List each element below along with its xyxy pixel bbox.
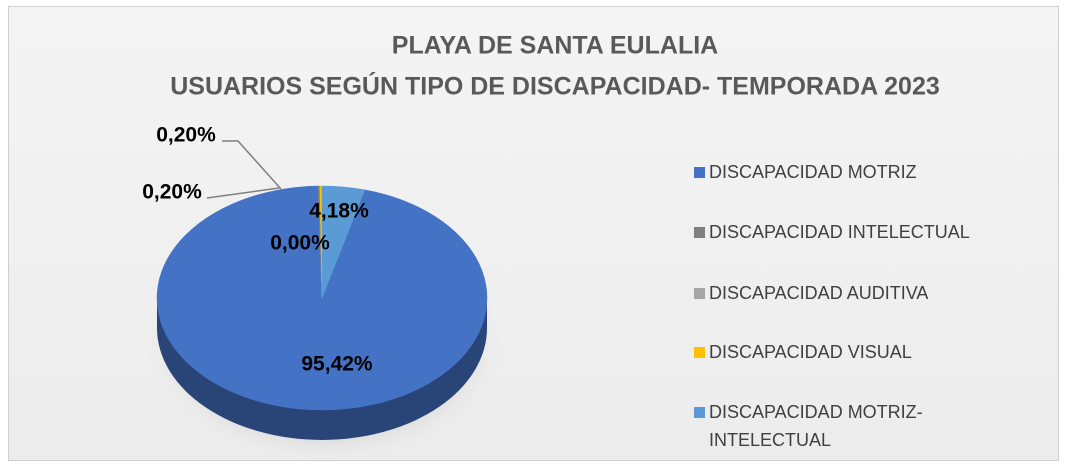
legend-swatch bbox=[694, 347, 705, 358]
leader-line bbox=[206, 187, 280, 199]
legend-label: DISCAPACIDAD INTELECTUAL bbox=[709, 222, 970, 242]
legend-label-line: DISCAPACIDAD MOTRIZ- bbox=[709, 402, 923, 422]
chart-title: PLAYA DE SANTA EULALIA bbox=[392, 32, 718, 60]
data-label: 0,00% bbox=[270, 232, 330, 255]
leader-line bbox=[222, 140, 282, 190]
legend-swatch bbox=[694, 288, 705, 299]
data-label: 0,20% bbox=[142, 181, 202, 204]
legend-swatch bbox=[694, 407, 705, 418]
data-label: 0,20% bbox=[156, 124, 216, 147]
data-labels: 95,42% 0,20% 0,00% 0,20% 4,18% bbox=[142, 124, 373, 376]
legend-label: DISCAPACIDAD MOTRIZ- INTELECTUAL bbox=[709, 402, 923, 450]
legend-swatch bbox=[694, 227, 705, 238]
data-label: 4,18% bbox=[309, 200, 369, 223]
legend: DISCAPACIDAD MOTRIZ DISCAPACIDAD INTELECT… bbox=[694, 162, 970, 450]
chart-subtitle: USUARIOS SEGÚN TIPO DE DISCAPACIDAD- TEM… bbox=[170, 71, 940, 101]
legend-label: DISCAPACIDAD AUDITIVA bbox=[709, 283, 928, 303]
data-label: 95,42% bbox=[301, 353, 373, 376]
pie-side bbox=[157, 298, 487, 440]
legend-label: DISCAPACIDAD MOTRIZ bbox=[709, 162, 917, 182]
legend-swatch bbox=[694, 167, 705, 178]
legend-label: DISCAPACIDAD VISUAL bbox=[709, 342, 912, 362]
pie-slice bbox=[321, 185, 366, 299]
pie bbox=[156, 185, 488, 440]
legend-label-line: INTELECTUAL bbox=[709, 430, 831, 450]
